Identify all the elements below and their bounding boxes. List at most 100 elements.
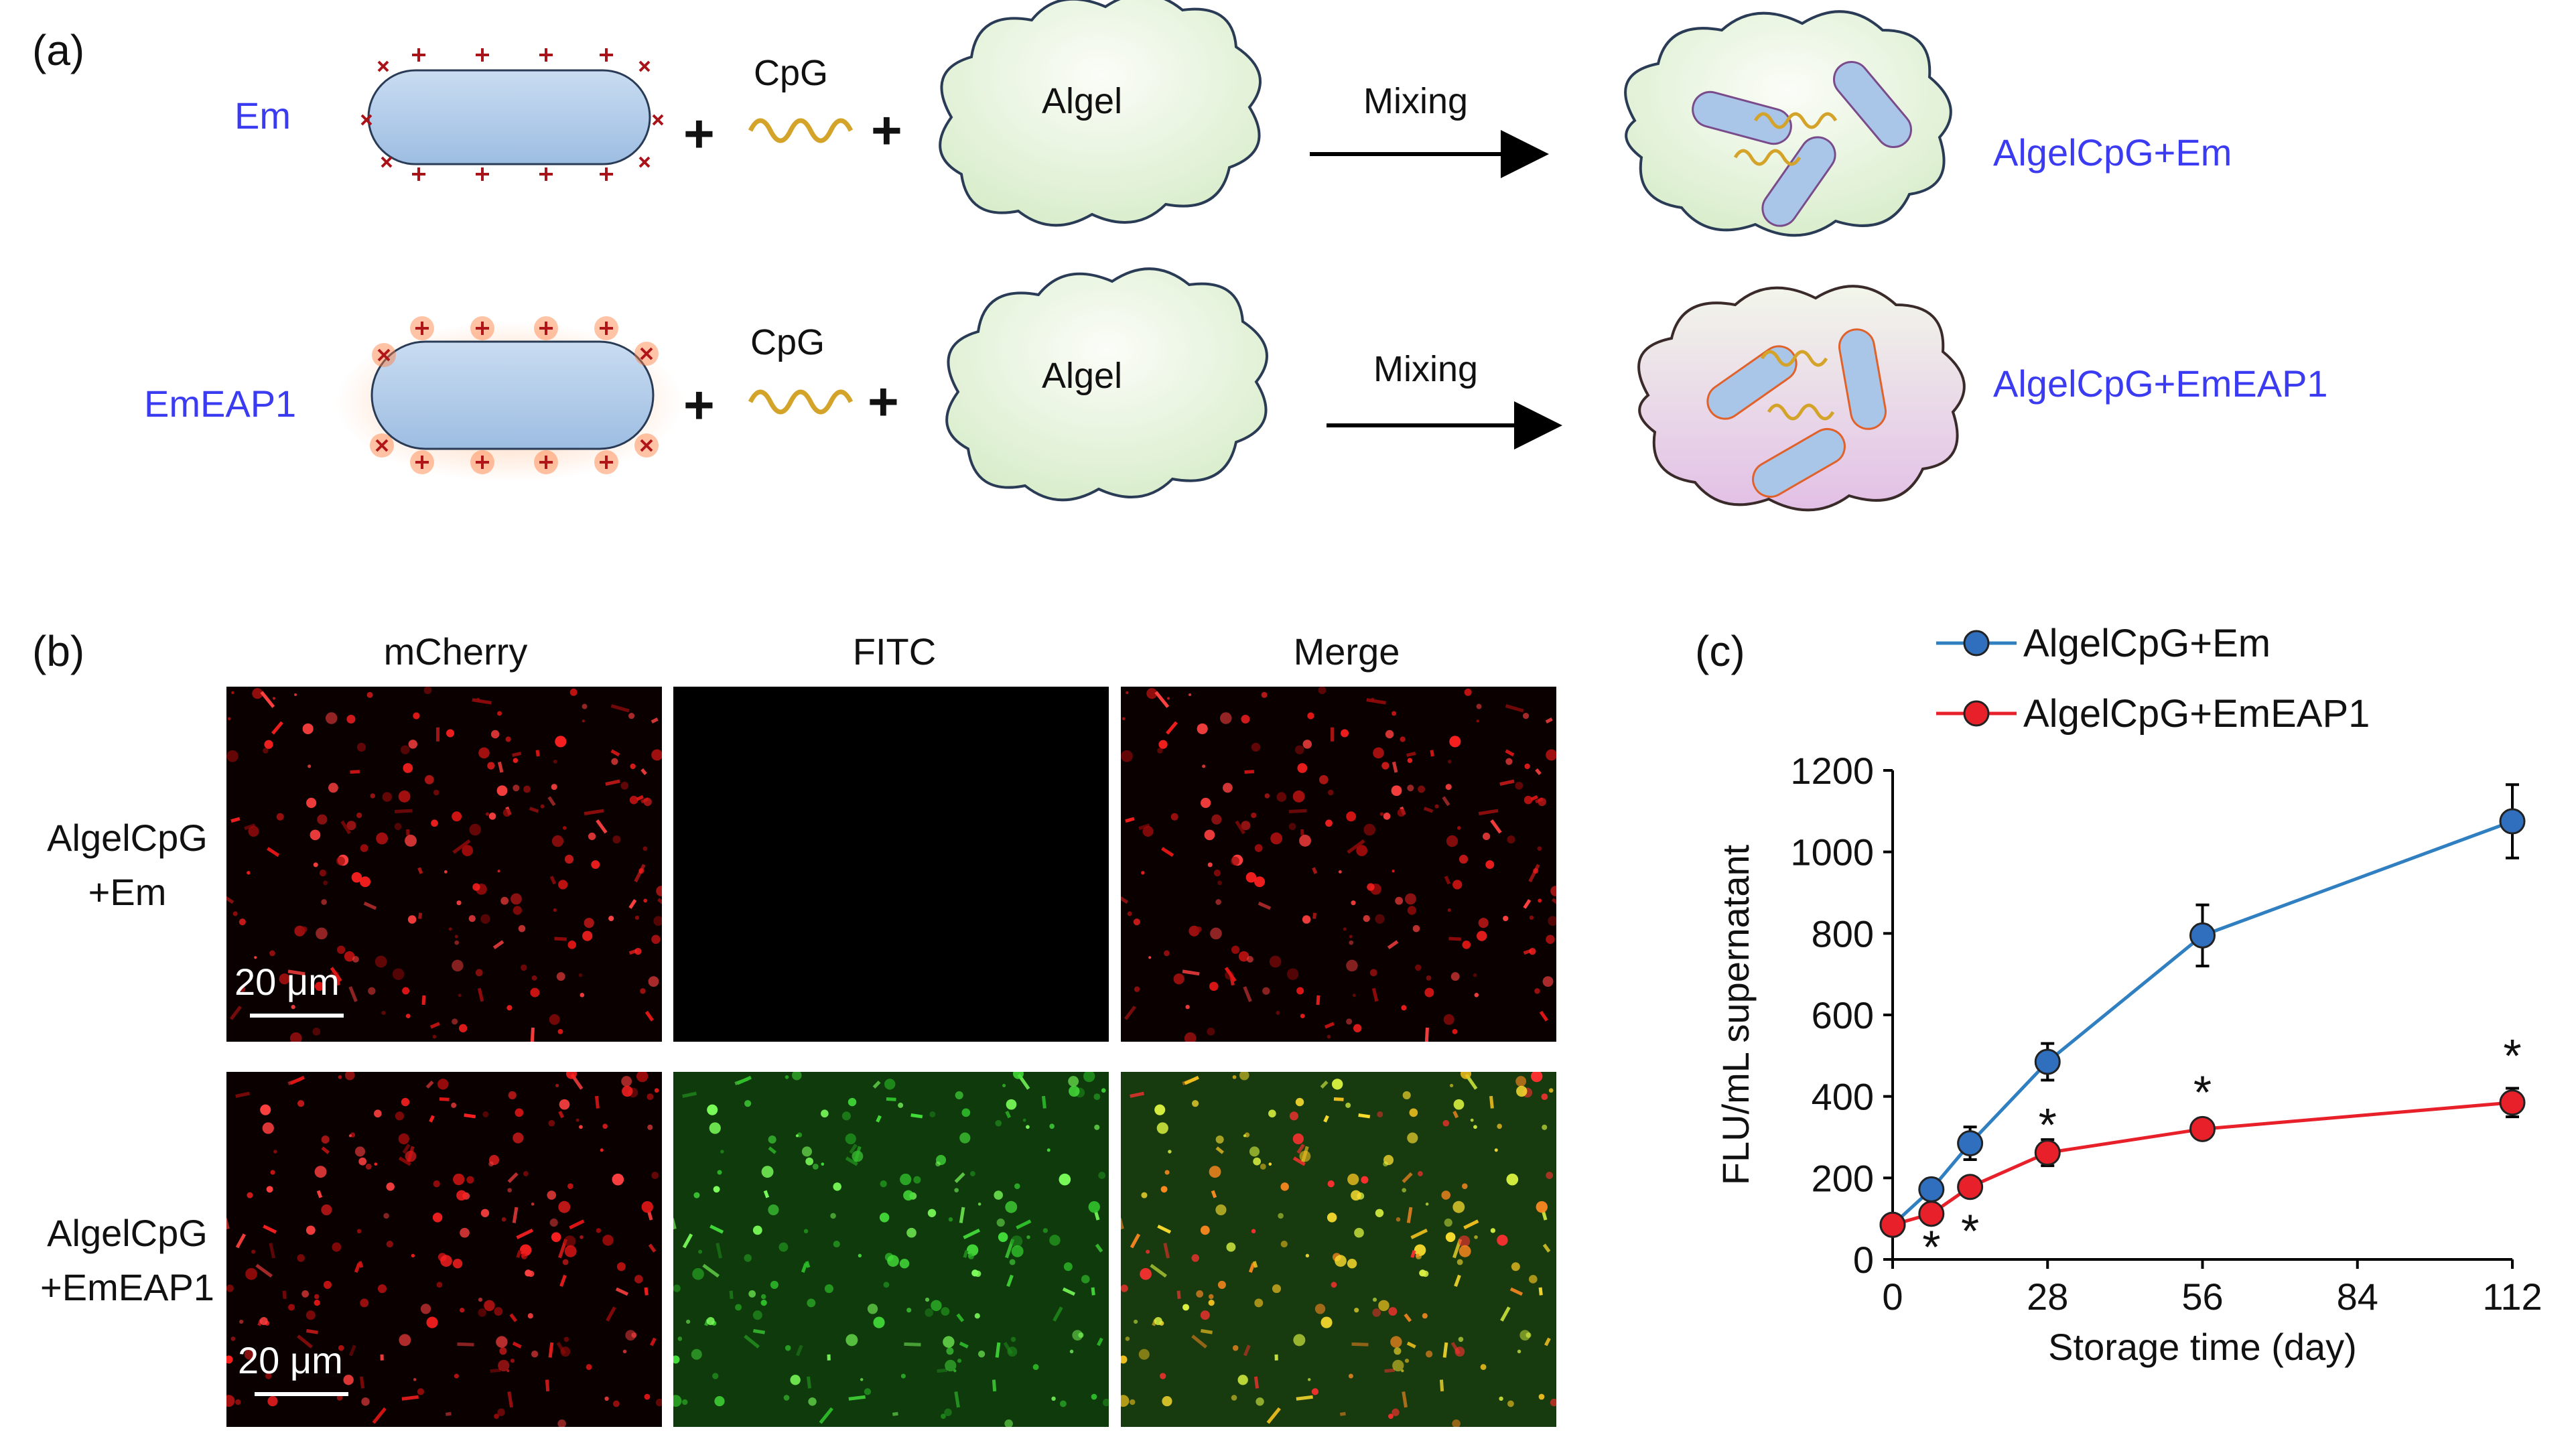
cell-speck: [729, 1290, 734, 1300]
cell-speck: [413, 712, 420, 719]
cell-speck: [1209, 981, 1219, 991]
cell-speck: [1318, 687, 1327, 695]
cell-speck: [314, 1294, 320, 1300]
cell-speck: [1425, 1351, 1433, 1358]
cell-speck: [394, 809, 413, 813]
cell-speck: [803, 1229, 809, 1234]
cell-speck: [1307, 1378, 1311, 1381]
cell-speck: [460, 1308, 465, 1313]
cell-speck: [1404, 1313, 1412, 1322]
cell-speck: [819, 1407, 833, 1424]
panel-b-label: (b): [32, 627, 85, 675]
cell-speck: [717, 1170, 722, 1175]
cell-speck: [1293, 1334, 1306, 1347]
cell-speck: [1383, 813, 1391, 820]
data-point-0: [2034, 1048, 2061, 1075]
cell-speck: [1332, 1079, 1343, 1090]
cell-speck: [929, 1111, 936, 1117]
x-tick-label: 112: [2482, 1276, 2542, 1318]
cell-speck: [1005, 1200, 1018, 1213]
cell-speck: [1507, 835, 1515, 844]
plus-sign: +: [683, 375, 715, 435]
mcherry-cells: [226, 687, 662, 1042]
cell-speck: [892, 1412, 898, 1416]
cell-speck: [437, 1079, 449, 1090]
cell-speck: [876, 1115, 882, 1123]
cell-speck: [1528, 864, 1540, 883]
cell-speck: [235, 1399, 241, 1405]
cell-speck: [1392, 1408, 1400, 1416]
cell-speck: [1121, 1218, 1124, 1230]
cell-speck: [1395, 896, 1404, 905]
cell-speck: [591, 860, 600, 870]
cell-speck: [1032, 1364, 1039, 1371]
cell-speck: [1176, 1290, 1181, 1300]
cell-speck: [927, 1209, 937, 1217]
cell-speck: [1296, 1395, 1313, 1401]
cell-speck: [1347, 1173, 1359, 1186]
cell-speck: [477, 987, 484, 1002]
cell-speck: [1474, 993, 1479, 997]
micrograph-emeap1-fitc: [673, 1072, 1109, 1427]
row1-organism-label: Em: [234, 94, 291, 137]
cell-speck: [356, 812, 362, 819]
cell-speck: [1269, 955, 1282, 968]
cell-speck: [1363, 914, 1370, 922]
cell-speck: [966, 1244, 979, 1256]
cell-speck: [1401, 1369, 1404, 1373]
x-tick-label: 28: [2027, 1276, 2068, 1318]
cell-speck: [763, 1190, 770, 1198]
cell-speck: [564, 854, 574, 864]
cell-speck: [582, 703, 588, 709]
cell-speck: [569, 1219, 585, 1230]
cell-speck: [469, 823, 482, 836]
cell-speck: [736, 1075, 752, 1085]
cell-speck: [1388, 1414, 1394, 1420]
cell-speck: [1202, 764, 1206, 768]
cell-speck: [372, 1407, 387, 1424]
cell-speck: [1286, 968, 1299, 980]
cell-speck: [1409, 1108, 1418, 1117]
cell-speck: [336, 856, 346, 866]
cell-speck: [451, 1102, 457, 1108]
cell-speck: [1375, 1209, 1384, 1217]
cell-speck: [519, 1244, 532, 1256]
cell-speck: [402, 1144, 411, 1154]
cell-speck: [946, 1347, 954, 1355]
cell-speck: [580, 1235, 584, 1239]
cell-speck: [1453, 1099, 1465, 1110]
cell-speck: [714, 1395, 725, 1407]
cell-speck: [436, 727, 440, 742]
cell-speck: [413, 1378, 417, 1381]
cell-speck: [790, 1375, 801, 1385]
cell-speck: [1473, 1125, 1477, 1129]
cell-speck: [640, 797, 649, 804]
cell-speck: [1406, 1207, 1413, 1223]
cell-speck: [386, 1240, 393, 1248]
cell-speck: [507, 1188, 512, 1192]
row1-cpg-label: CpG: [754, 53, 829, 93]
cell-speck: [1266, 1407, 1281, 1424]
cell-speck: [1546, 935, 1555, 944]
cell-speck: [1088, 1201, 1100, 1213]
cell-speck: [1452, 1200, 1465, 1213]
cell-speck: [1072, 1330, 1083, 1341]
cell-speck: [1244, 770, 1255, 774]
cell-speck: [569, 688, 578, 696]
cell-speck: [1211, 1190, 1217, 1198]
cell-speck: [807, 1298, 816, 1308]
cell-speck: [436, 1282, 443, 1288]
cell-speck: [943, 1336, 955, 1348]
cell-speck: [1270, 832, 1282, 845]
cell-speck: [1537, 846, 1542, 851]
cell-speck: [709, 1225, 724, 1234]
cell-speck: [1302, 915, 1311, 924]
cell-speck: [1204, 829, 1215, 841]
cell-speck: [1422, 1313, 1428, 1319]
cell-speck: [306, 797, 317, 809]
cell-speck: [735, 1304, 742, 1311]
cell-speck: [452, 811, 462, 822]
cell-speck: [1010, 1336, 1016, 1343]
cell-speck: [505, 736, 511, 742]
cell-speck: [651, 1172, 659, 1179]
